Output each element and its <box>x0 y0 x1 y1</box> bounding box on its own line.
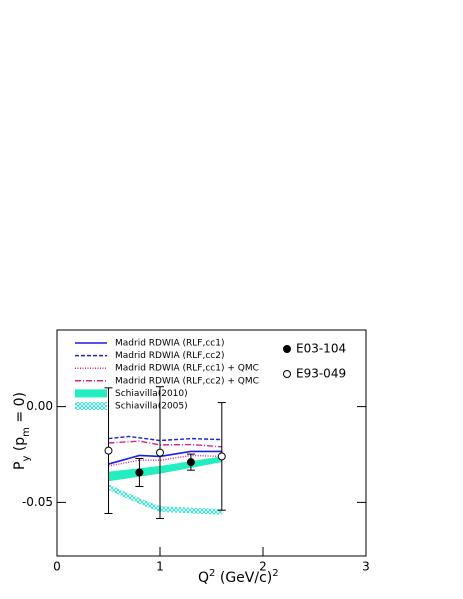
legend-label: Madrid RDWIA (RLF,cc1) <box>115 339 224 349</box>
data-point <box>186 458 195 467</box>
y-tick-label: 0.00 <box>26 399 53 413</box>
axis-title-part: m <box>21 427 32 437</box>
data-point <box>104 446 113 455</box>
axis-title-part: 2 <box>209 568 215 579</box>
axis-title-part: P <box>12 462 28 470</box>
band <box>108 484 222 515</box>
data-point <box>156 448 164 457</box>
axis-title-part: (p <box>12 437 28 456</box>
legend-label: Schiavilla(2010) <box>115 389 188 399</box>
legend-label: Schiavilla(2005) <box>115 402 188 412</box>
legend-label: E93-049 <box>296 367 346 381</box>
legend-label: Madrid RDWIA (RLF,cc2) <box>115 351 224 361</box>
axis-title-part: y <box>21 456 32 462</box>
axis-title-part: 2 <box>272 568 278 579</box>
curve <box>108 435 222 442</box>
legend-label: Madrid RDWIA (RLF,cc1) + QMC <box>115 364 259 374</box>
axis-title-part: (GeV/c) <box>215 570 272 586</box>
plot-frame <box>56 329 367 557</box>
curve <box>108 440 222 448</box>
legend-label: Madrid RDWIA (RLF,cc2) + QMC <box>115 376 259 386</box>
axis-title-part: Q <box>198 570 209 586</box>
x-axis-title: Q2 (GeV/c)2 <box>198 568 279 587</box>
data-point <box>217 452 226 461</box>
data-point <box>135 468 144 477</box>
legend-swatch <box>75 402 107 410</box>
legend-label: E03-104 <box>296 342 346 356</box>
y-axis-title: Py (pm = 0) <box>12 392 32 470</box>
legend-marker <box>283 345 291 353</box>
y-tick-label: -0.05 <box>22 495 53 509</box>
legend-swatch <box>75 389 107 398</box>
x-tick-label: 0 <box>53 560 61 574</box>
x-tick-label: 1 <box>156 560 164 574</box>
legend-marker <box>283 370 291 378</box>
x-tick-label: 2 <box>259 560 267 574</box>
x-tick-label: 3 <box>362 560 370 574</box>
curve <box>108 454 222 467</box>
axis-title-part: = 0) <box>12 392 28 427</box>
